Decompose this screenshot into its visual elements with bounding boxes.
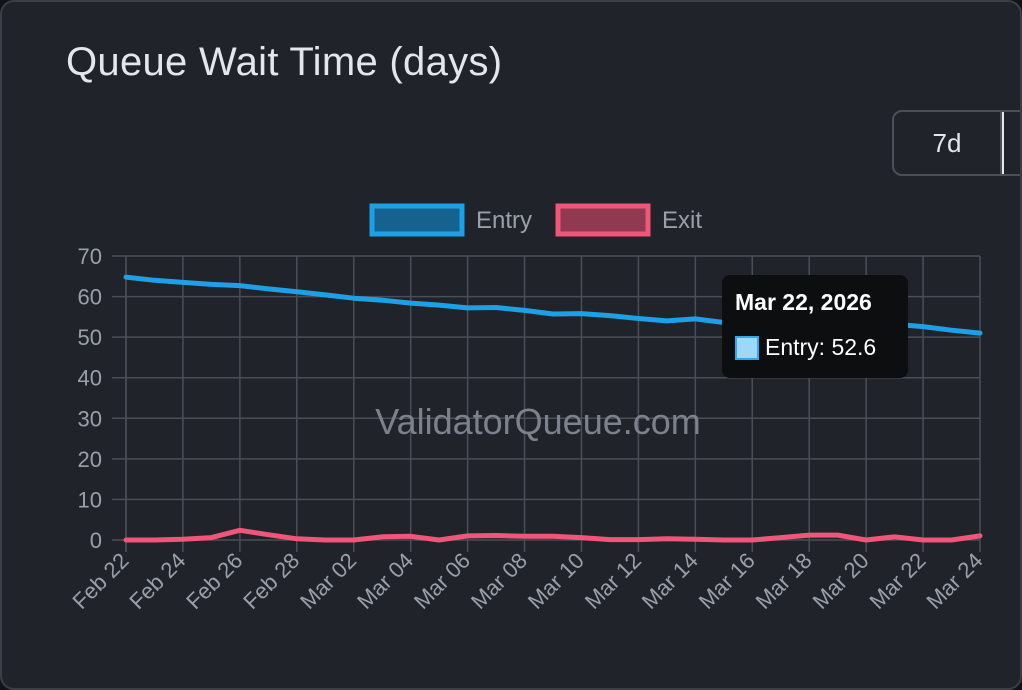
legend-label-exit: Exit: [662, 207, 702, 234]
y-tick-label: 20: [78, 447, 102, 472]
tooltip-text: Entry: 52.6: [765, 334, 877, 360]
watermark: ValidatorQueue.com: [375, 401, 701, 442]
y-tick-label: 60: [78, 285, 102, 310]
x-tick-label: Feb 24: [124, 548, 190, 614]
y-tick-label: 0: [90, 528, 102, 553]
legend: Entry Exit: [369, 203, 702, 237]
x-tick-label: Mar 14: [637, 548, 703, 614]
x-tick-label: Mar 18: [751, 548, 817, 614]
tooltip-title: Mar 22, 2026: [735, 289, 872, 315]
x-tick-label: Feb 26: [181, 548, 247, 614]
y-tick-label: 50: [78, 325, 102, 350]
x-tick-label: Mar 16: [694, 548, 760, 614]
range-button-next[interactable]: [1002, 112, 1020, 174]
x-tick-label: Mar 06: [409, 548, 475, 614]
range-button-7d[interactable]: 7d: [894, 112, 1002, 174]
x-tick-label: Mar 04: [352, 548, 418, 614]
x-tick-label: Mar 20: [808, 548, 874, 614]
y-tick-label: 10: [78, 487, 102, 512]
legend-label-entry: Entry: [476, 207, 532, 234]
y-tick-label: 30: [78, 406, 102, 431]
legend-swatch-entry: [369, 203, 465, 237]
series-line-exit: [123, 527, 983, 543]
chart-title: Queue Wait Time (days): [66, 40, 503, 84]
x-tick-label: Mar 12: [580, 548, 646, 614]
x-tick-label: Mar 02: [295, 548, 361, 614]
y-axis: 0 10 20 30 40 50 60 70: [78, 244, 102, 553]
x-tick-label: Mar 08: [466, 548, 532, 614]
x-tick-label: Mar 22: [864, 548, 930, 614]
legend-swatch-exit: [555, 203, 651, 237]
tooltip-row: Entry: 52.6: [735, 334, 876, 361]
x-tick-label: Feb 28: [238, 548, 304, 614]
tooltip-swatch: [735, 335, 759, 360]
x-tick-label: Mar 10: [523, 548, 589, 614]
time-range-selector: 7d: [892, 110, 1020, 176]
x-tick-label: Feb 22: [67, 548, 133, 614]
x-tick-label: Mar 24: [921, 548, 987, 614]
chart-tooltip: Mar 22, 2026 Entry: 52.6: [722, 275, 908, 378]
y-tick-label: 70: [78, 244, 102, 269]
y-tick-label: 40: [78, 366, 102, 391]
